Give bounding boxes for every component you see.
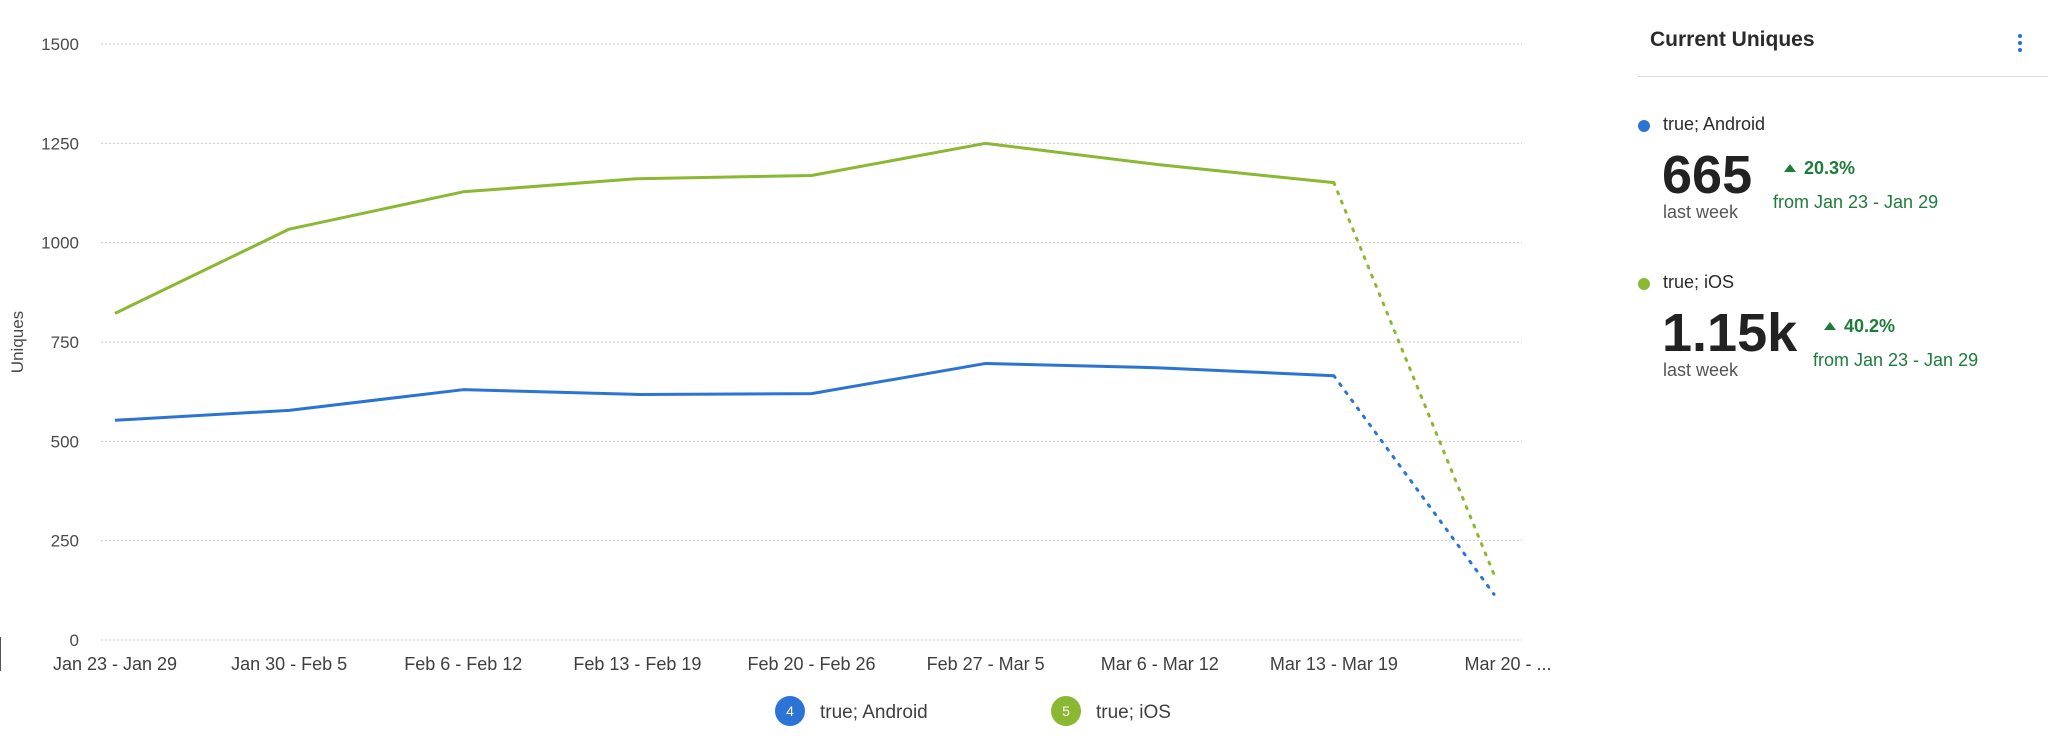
y-tick-label: 0 [70,631,79,650]
y-tick-label: 1250 [41,134,79,153]
x-tick-label: Feb 27 - Mar 5 [927,654,1045,674]
ios-series-dot-icon [1638,278,1650,290]
chart-gridlines [101,43,1522,641]
x-tick-label: Feb 13 - Feb 19 [573,654,701,674]
trend-up-icon [1824,322,1836,330]
x-axis-ticks: Jan 23 - Jan 29 Jan 30 - Feb 5 Feb 6 - Feb… [53,654,1552,674]
left-edge-marker [0,637,1,671]
x-tick-label: Jan 23 - Jan 29 [53,654,177,674]
vertical-ellipsis-icon[interactable] [2014,30,2026,56]
metric-label: true; iOS [1663,272,1735,292]
metric-value: 1.15k [1662,303,1798,363]
chart-series [114,141,1496,596]
metric-comparison-period: from Jan 23 - Jan 29 [1773,192,1939,212]
metric-change-value: 20.3% [1804,158,1856,178]
panel-title: Current Uniques [1650,28,1815,51]
y-axis-ticks: 0 250 500 750 1000 1250 1500 [41,35,79,650]
x-tick-label: Feb 20 - Feb 26 [747,654,875,674]
y-tick-label: 250 [51,532,79,551]
y-tick-label: 1500 [41,35,79,54]
metric-comparison-period: from Jan 23 - Jan 29 [1813,350,1979,370]
metric-period: last week [1663,360,1739,380]
legend-label: true; iOS [1096,702,1171,723]
legend-number: 4 [786,703,794,719]
metric-period: last week [1663,202,1739,222]
legend-badge [1051,696,1081,726]
current-uniques-panel: Current Uniques true; Android 665 last w… [1638,0,2048,745]
series-0[interactable] [114,361,1496,596]
series-projection-line[interactable] [1332,374,1496,596]
legend-number: 5 [1062,703,1070,719]
y-axis-title: Uniques [8,311,27,373]
panel-header: Current Uniques [1638,0,2048,77]
legend-badge [775,696,805,726]
metric-change: 40.2% [1824,316,1895,337]
x-tick-label: Feb 6 - Feb 12 [404,654,522,674]
metric-value: 665 [1662,145,1753,205]
y-tick-label: 750 [51,333,79,352]
x-tick-label: Mar 6 - Mar 12 [1101,654,1219,674]
metric-label: true; Android [1663,114,1766,134]
y-tick-label: 1000 [41,234,79,253]
chart-legend[interactable]: 4 true; Android 5 true; iOS [775,696,1171,726]
legend-item[interactable]: 5 true; iOS [1051,696,1171,726]
metric-change: 20.3% [1784,158,1855,179]
x-tick-label: Mar 13 - Mar 19 [1270,654,1398,674]
x-tick-label: Mar 20 - ... [1464,654,1551,674]
legend-label: true; Android [820,702,928,723]
metric-android: true; Android 665 last week 20.3% from J… [1638,114,2048,264]
metric-ios: true; iOS 1.15k last week 40.2% from Jan… [1638,272,2048,422]
y-tick-label: 500 [51,432,79,451]
android-series-dot-icon [1638,120,1650,132]
series-projection-line[interactable] [1332,181,1496,576]
series-1[interactable] [114,141,1496,576]
trend-up-icon [1784,164,1796,172]
metric-change-value: 40.2% [1844,316,1896,336]
x-tick-label: Jan 30 - Feb 5 [231,654,347,674]
series-line[interactable] [114,141,1335,315]
series-line[interactable] [114,361,1334,422]
legend-item[interactable]: 4 true; Android [775,696,928,726]
